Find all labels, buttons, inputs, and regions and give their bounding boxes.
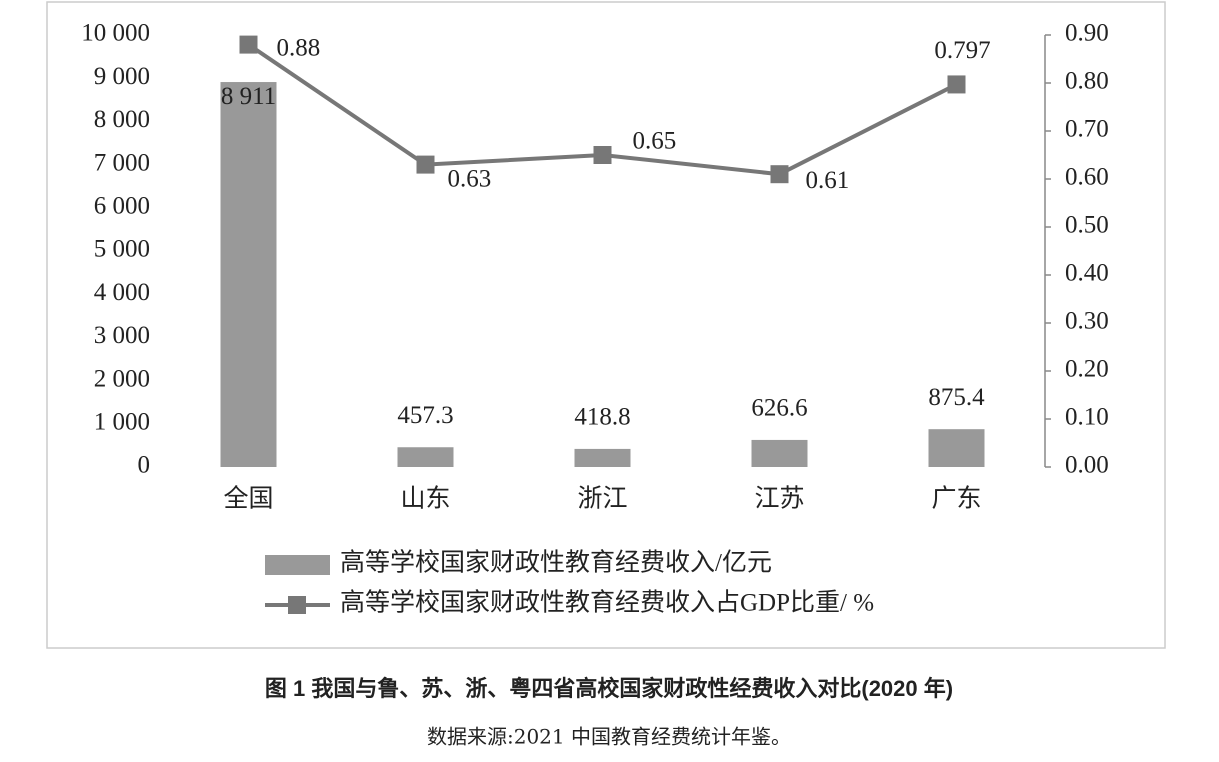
y2-tick-label: 0.40: [1065, 260, 1109, 287]
line-marker: [770, 165, 789, 184]
y2-tick-label: 0.00: [1065, 452, 1109, 479]
line-value-label: 0.61: [806, 167, 850, 194]
y2-tick-label: 0.60: [1065, 164, 1109, 191]
line-value-label: 0.88: [277, 34, 321, 61]
line-value-label: 0.797: [934, 37, 990, 64]
y-tick-label: 7 000: [94, 149, 150, 176]
y-tick-label: 3 000: [94, 322, 150, 349]
line-marker: [239, 35, 258, 54]
bar: [397, 447, 454, 467]
y2-tick-label: 0.80: [1065, 68, 1109, 95]
x-tick-label: 广东: [931, 485, 981, 513]
x-tick-label: 江苏: [754, 485, 804, 513]
bar-value-label: 457.3: [397, 402, 453, 429]
legend-label: 高等学校国家财政性教育经费收入/亿元: [340, 549, 772, 577]
chart-source: 数据来源:2021 中国教育经费统计年鉴。: [427, 725, 791, 749]
y-tick-label: 6 000: [94, 193, 150, 220]
line-marker: [593, 146, 612, 164]
x-tick-label: 全国: [223, 485, 273, 513]
line-marker: [947, 75, 966, 94]
y2-tick-label: 0.10: [1065, 404, 1109, 431]
bar-value-label: 875.4: [928, 384, 985, 411]
y-tick-label: 9 000: [94, 63, 150, 90]
y-tick-label: 10 000: [81, 20, 150, 47]
chart-frame: [46, 1, 1166, 649]
y2-tick-label: 0.30: [1065, 308, 1109, 335]
y-tick-label: 2 000: [94, 365, 150, 392]
bar: [220, 82, 277, 467]
y-tick-label: 8 000: [94, 106, 150, 133]
bar-value-label: 626.6: [751, 395, 807, 422]
y-tick-label: 1 000: [94, 409, 150, 436]
x-tick-label: 浙江: [577, 485, 627, 513]
y2-tick-label: 0.20: [1065, 356, 1109, 383]
bar-value-label: 418.8: [574, 404, 630, 431]
y2-tick-label: 0.90: [1065, 20, 1109, 47]
bar: [751, 439, 808, 467]
y2-tick-label: 0.70: [1065, 116, 1109, 143]
y-tick-label: 5 000: [94, 236, 150, 263]
line-value-label: 0.65: [633, 128, 677, 155]
y-tick-label: 0: [138, 452, 151, 479]
chart-caption: 图 1 我国与鲁、苏、浙、粤四省高校国家财政性经费收入对比(2020 年): [265, 676, 953, 701]
line-value-label: 0.63: [448, 165, 492, 192]
bar: [928, 429, 985, 467]
bar-value-label: 8 911: [221, 83, 276, 110]
legend-label: 高等学校国家财政性教育经费收入占GDP比重/ %: [340, 589, 874, 617]
y-tick-label: 4 000: [94, 279, 150, 306]
legend-swatch: [265, 555, 330, 575]
x-tick-label: 山东: [400, 485, 450, 513]
legend-marker: [288, 596, 306, 614]
line-marker: [416, 155, 435, 174]
bar: [574, 448, 631, 467]
y2-tick-label: 0.50: [1065, 212, 1109, 239]
